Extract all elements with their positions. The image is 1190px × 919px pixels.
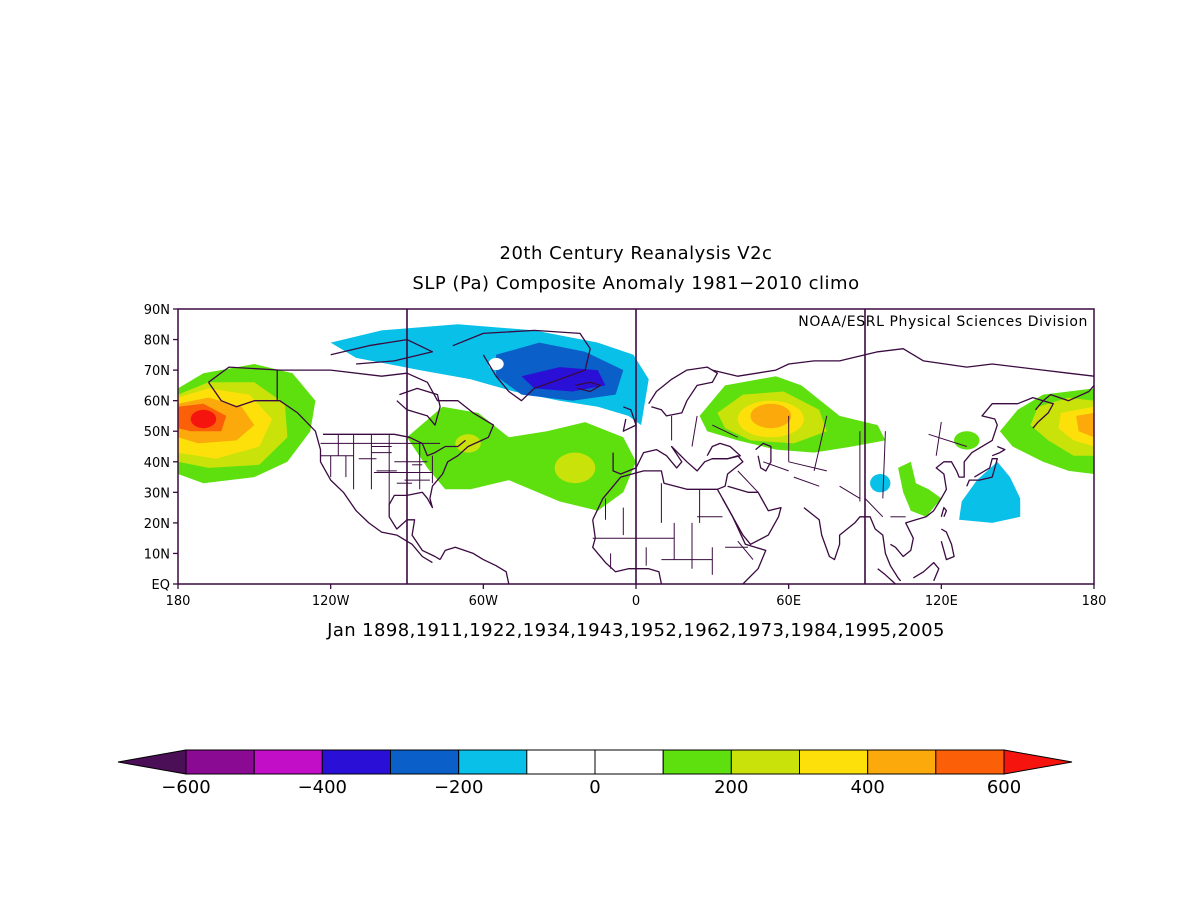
colorbar-swatch-0 (185, 749, 255, 775)
anomaly-shading (178, 324, 1094, 523)
lon-tick-label-3: 0 (632, 594, 640, 609)
coast-caspian (755, 442, 772, 472)
coast-scandinavia (648, 366, 719, 417)
coast-hokkaido (991, 445, 1006, 457)
africa-border-14 (737, 540, 754, 560)
coast-north-america (208, 366, 495, 561)
color-scale-labels: −600 −400 −200 0 200 400 600 (161, 777, 1021, 798)
coast-africa (592, 519, 663, 584)
coast-siberia-arctic (712, 348, 1094, 377)
colorbar-arrow-low (117, 749, 187, 775)
lat-tick-label-9: 90N (144, 303, 170, 318)
colorbar-label-6: 600 (987, 777, 1021, 798)
fill-arctic-hole (488, 357, 504, 371)
lat-tick-label-5: 50N (144, 425, 170, 440)
colorbar-swatch-4 (458, 749, 528, 775)
fill-siberia-500 (750, 403, 792, 429)
coast-borneo (912, 561, 940, 582)
coast-taiwan (940, 506, 948, 518)
colorbar-swatch-3 (390, 749, 460, 775)
colorbar-swatch-9 (799, 749, 869, 775)
eurasia-border-10 (839, 485, 861, 499)
coast-arabia (721, 485, 782, 545)
fill-eastasia-500 (1076, 412, 1094, 438)
longitude-axis: 180 120W 60W 0 60E 120E 180 (166, 584, 1107, 609)
colorbar-swatch-10 (867, 749, 937, 775)
colorbar-label-1: −400 (298, 777, 347, 798)
lat-tick-label-0: EQ (152, 578, 170, 593)
map-panel: NOAA/ESRL Physical Sciences Division EQ1… (144, 303, 1107, 609)
credit-label: NOAA/ESRL Physical Sciences Division (798, 314, 1088, 330)
colorbar-arrow-high (1003, 749, 1073, 775)
eurasia-border-14 (928, 433, 967, 447)
fill-newengland-300 (455, 434, 481, 453)
lon-tick-label-1: 120W (312, 594, 350, 609)
coast-sumatra (877, 568, 896, 584)
colorbar-label-5: 400 (851, 777, 885, 798)
latitude-axis: EQ 10N 20N 30N 40N 50N 60N 70N 80N 90N (144, 303, 178, 593)
coast-iceland (574, 381, 602, 393)
lon-tick-label-0: 180 (166, 594, 191, 609)
lat-tick-label-6: 60N (144, 395, 170, 410)
coast-south-america (439, 546, 510, 584)
coast-europe (612, 445, 744, 490)
colorbar-swatch-8 (730, 749, 800, 775)
coast-greenland (452, 329, 591, 402)
coast-hudson-bay (396, 387, 441, 426)
eurasia-border-13 (763, 461, 789, 472)
lat-tick-label-3: 30N (144, 486, 170, 501)
fill-atlantic-300 (554, 452, 596, 484)
coast-indochina (890, 384, 1094, 558)
lat-tick-label-1: 10N (144, 547, 170, 562)
eurasia-border-6 (882, 431, 886, 499)
fill-pacific-100 (959, 461, 1021, 523)
colorbar-label-3: 0 (589, 777, 600, 798)
colorbar-label-2: −200 (434, 777, 483, 798)
fill-alaska-core (190, 409, 217, 429)
title-line-1: 20th Century Reanalysis V2c (500, 243, 773, 264)
fill-atlantic-200 (407, 406, 636, 511)
coast-kamchatka (1032, 400, 1054, 429)
eurasia-border-7 (935, 422, 942, 456)
color-scale-bar (117, 749, 1073, 775)
border-us-canada (323, 433, 466, 457)
colorbar-swatch-6 (594, 749, 664, 775)
eurasia-border-12 (737, 470, 759, 493)
lon-tick-label-6: 180 (1082, 594, 1107, 609)
eurasia-border-11 (864, 498, 884, 518)
lon-tick-label-2: 60W (469, 594, 499, 609)
fill-southchina-100 (870, 474, 891, 493)
lat-tick-label-4: 40N (144, 456, 170, 471)
lon-tick-label-4: 60E (776, 594, 801, 609)
region-dividers (406, 309, 866, 584)
eurasia-border-2 (712, 424, 739, 438)
lat-tick-label-2: 20N (144, 517, 170, 532)
fill-china-200 (898, 461, 942, 517)
coast-japan (966, 458, 998, 487)
title-line-2: SLP (Pa) Composite Anomaly 1981−2010 cli… (412, 273, 859, 294)
fill-manchuria-200 (954, 431, 980, 450)
lat-tick-label-7: 70N (144, 364, 170, 379)
colorbar-swatch-2 (321, 749, 391, 775)
colorbar-swatch-5 (526, 749, 596, 775)
colorbar-swatch-1 (253, 749, 323, 775)
colorbar-label-0: −600 (161, 777, 210, 798)
eurasia-border-1 (691, 415, 698, 447)
eurasia-border-4 (813, 415, 828, 472)
composite-years-label: Jan 1898,1911,1922,1934,1943,1952,1962,1… (326, 620, 945, 641)
coast-arctic-islands (330, 338, 434, 365)
eurasia-border-8 (788, 461, 827, 472)
colorbar-swatch-11 (935, 749, 1005, 775)
eurasia-border-9 (793, 476, 820, 487)
colorbar-label-4: 200 (714, 777, 748, 798)
coast-philippines (940, 528, 955, 561)
lon-tick-label-5: 120E (925, 594, 958, 609)
lat-tick-label-8: 80N (144, 334, 170, 349)
coast-black-sea (706, 442, 741, 460)
coast-india (803, 507, 902, 582)
coast-na-west (207, 381, 433, 564)
colorbar-swatch-7 (662, 749, 732, 775)
coastlines (207, 329, 1094, 584)
